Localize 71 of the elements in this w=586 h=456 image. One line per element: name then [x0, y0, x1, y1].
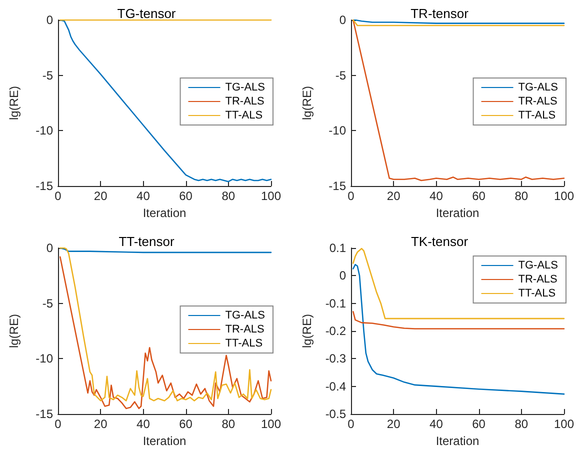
x-tick-label: 80	[514, 189, 528, 203]
y-tick-label: -15	[36, 179, 54, 193]
legend-label: TG-ALS	[518, 260, 558, 272]
x-tick-label: 40	[430, 417, 444, 431]
legend-label: TR-ALS	[225, 324, 264, 336]
legend-label: TT-ALS	[225, 338, 263, 350]
x-tick-label: 60	[179, 417, 193, 431]
y-tick-label: -5	[42, 296, 54, 310]
x-tick-label: 60	[179, 189, 193, 203]
x-tick-label: 20	[386, 189, 401, 203]
x-tick-label: 20	[94, 189, 108, 203]
legend-label: TG-ALS	[225, 82, 266, 94]
y-tick-label: -10	[36, 352, 54, 366]
y-tick-label: -10	[328, 124, 346, 138]
y-tick-label: -5	[335, 68, 346, 82]
line-series	[352, 310, 565, 330]
legend-label: TR-ALS	[225, 96, 264, 108]
y-tick-label: -15	[328, 179, 346, 193]
y-tick-label: 0.1	[329, 241, 346, 255]
legend-label: TT-ALS	[518, 288, 556, 300]
x-tick-label: 0	[54, 417, 62, 431]
x-tick-label: 20	[386, 417, 401, 431]
y-tick-label: -5	[42, 68, 54, 82]
chart-title: TG-tensor	[117, 6, 176, 21]
legend-label: TG-ALS	[518, 82, 558, 94]
y-tick-label: 0	[339, 13, 346, 27]
x-tick-label: 20	[94, 417, 108, 431]
line-series	[59, 19, 272, 182]
y-tick-label: -0.5	[325, 407, 346, 421]
y-tick-label: -0.4	[325, 379, 346, 394]
x-tick-label: 0	[348, 189, 355, 203]
x-tick-label: 80	[222, 189, 236, 203]
x-tick-label: 100	[554, 189, 574, 203]
y-tick-label: -0.2	[325, 324, 346, 338]
x-tick-label: 40	[136, 189, 150, 203]
line-series	[352, 248, 565, 320]
y-tick-label: 0	[46, 13, 54, 27]
y-tick-label: -10	[36, 124, 54, 138]
x-tick-label: 60	[472, 417, 486, 431]
legend-label: TG-ALS	[225, 310, 266, 322]
x-tick-label: 40	[136, 417, 150, 431]
x-axis-title: Iteration	[436, 434, 480, 448]
x-tick-label: 100	[554, 417, 574, 431]
chart-title: TT-tensor	[118, 234, 175, 249]
y-tick-label: 0	[339, 268, 346, 283]
x-tick-label: 60	[472, 189, 486, 203]
y-tick-label: -15	[36, 407, 54, 421]
legend-label: TR-ALS	[518, 96, 558, 108]
y-axis-title: lg(RE)	[300, 314, 314, 348]
legend-label: TT-ALS	[518, 110, 556, 122]
x-axis-title: Iteration	[436, 206, 480, 220]
x-tick-label: 100	[260, 189, 282, 203]
x-axis-title: Iteration	[142, 434, 186, 448]
chart-title: TR-tensor	[410, 6, 470, 21]
x-axis-title: Iteration	[142, 206, 186, 220]
legend-label: TR-ALS	[518, 274, 558, 286]
line-series	[352, 19, 565, 182]
y-axis-title: lg(RE)	[7, 314, 21, 348]
x-tick-label: 0	[348, 417, 355, 431]
legend-label: TT-ALS	[225, 110, 263, 122]
x-tick-label: 80	[514, 417, 528, 431]
y-axis-title: lg(RE)	[300, 86, 314, 120]
chart-title: TK-tensor	[410, 234, 469, 249]
x-tick-label: 40	[430, 189, 444, 203]
y-axis-title: lg(RE)	[7, 86, 21, 120]
x-tick-label: 80	[222, 417, 236, 431]
y-tick-label: 0	[46, 241, 54, 255]
y-tick-label: -0.3	[325, 352, 346, 366]
y-tick-label: -0.1	[325, 296, 346, 310]
x-tick-label: 0	[54, 189, 62, 203]
x-tick-label: 100	[260, 417, 282, 431]
